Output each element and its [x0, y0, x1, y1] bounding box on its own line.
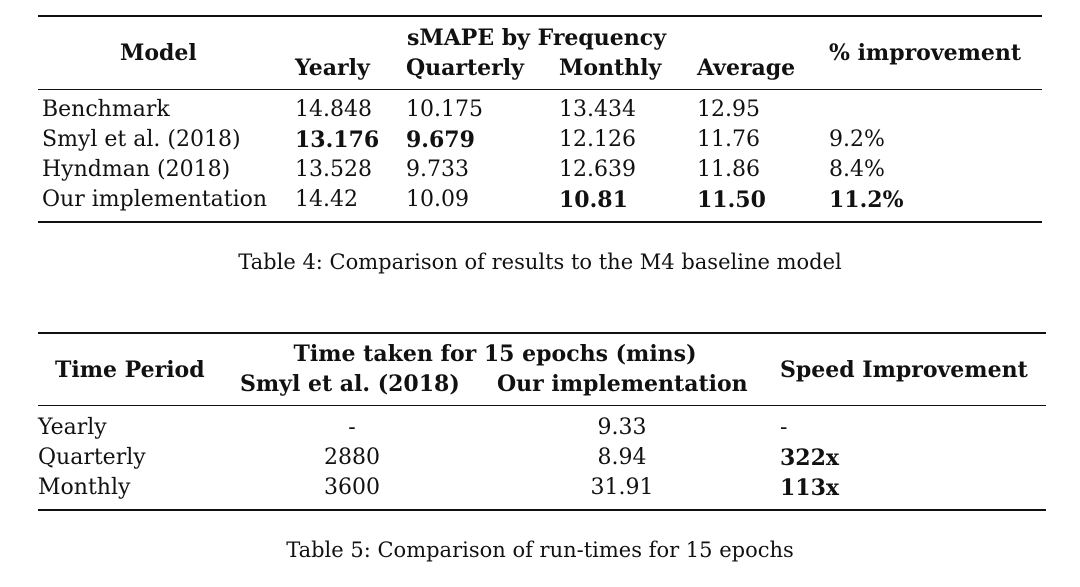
table-row-period: Yearly: [38, 415, 107, 440]
table-5-top-rule: [38, 332, 1046, 334]
table-row-monthly: 13.434: [559, 97, 636, 122]
table-row-monthly: 12.639: [559, 157, 636, 182]
table-row-quarterly: 9.679: [406, 127, 475, 153]
table-4-header-yearly: Yearly: [295, 55, 370, 81]
table-5-bottom-rule: [38, 509, 1046, 511]
table-4-header-model: Model: [120, 40, 197, 66]
table-4-header-average: Average: [697, 55, 796, 81]
table-4-header-quarterly: Quarterly: [406, 55, 524, 81]
table-row-ours: 8.94: [597, 445, 647, 470]
table-row-model: Hyndman (2018): [42, 157, 231, 182]
table-4-caption: Table 4: Comparison of results to the M4…: [238, 250, 842, 274]
table-4-bottom-rule: [38, 221, 1042, 223]
table-row-quarterly: 9.733: [406, 157, 469, 182]
table-5-header-group: Time taken for 15 epochs (mins): [293, 341, 697, 367]
table-row-ours: 9.33: [597, 415, 647, 440]
table-row-improvement: 11.2%: [829, 187, 904, 213]
table-5-header-period: Time Period: [55, 357, 205, 383]
table-row-speed: 113x: [780, 475, 840, 501]
table-row-average: 11.50: [697, 187, 766, 213]
table-row-quarterly: 10.09: [406, 187, 469, 212]
table-row-smyl: 2880: [324, 445, 380, 470]
table-row-model: Our implementation: [42, 187, 268, 212]
table-4-top-rule: [38, 15, 1042, 17]
table-row-yearly: 14.848: [295, 97, 372, 122]
table-row-monthly: 12.126: [559, 127, 636, 152]
table-row-period: Monthly: [38, 475, 131, 500]
table-row-improvement: 9.2%: [829, 127, 885, 152]
table-4-header-monthly: Monthly: [559, 55, 662, 81]
table-row-improvement: 8.4%: [829, 157, 885, 182]
table-row-smyl: 3600: [324, 475, 380, 500]
table-row-model: Smyl et al. (2018): [42, 127, 241, 152]
table-4-header-group: sMAPE by Frequency: [407, 25, 666, 51]
table-row-speed: 322x: [780, 445, 840, 471]
table-row-yearly: 13.176: [295, 127, 380, 153]
table-row-quarterly: 10.175: [406, 97, 483, 122]
table-4-mid-rule: [38, 89, 1042, 90]
table-5-header-ours: Our implementation: [497, 371, 748, 397]
table-row-average: 12.95: [697, 97, 760, 122]
table-row-period: Quarterly: [38, 445, 146, 470]
table-row-average: 11.86: [697, 157, 760, 182]
table-5-caption: Table 5: Comparison of run-times for 15 …: [286, 538, 794, 562]
table-row-monthly: 10.81: [559, 187, 628, 213]
table-5-header-speed: Speed Improvement: [780, 357, 1028, 383]
table-5-mid-rule: [38, 405, 1046, 406]
table-row-ours: 31.91: [590, 475, 654, 500]
table-row-yearly: 13.528: [295, 157, 372, 182]
table-row-speed: -: [780, 415, 788, 440]
table-row-average: 11.76: [697, 127, 760, 152]
table-row-model: Benchmark: [42, 97, 170, 122]
table-row-yearly: 14.42: [295, 187, 358, 212]
table-5-header-smyl: Smyl et al. (2018): [240, 371, 460, 397]
table-4-header-improvement: % improvement: [829, 40, 1022, 66]
table-row-smyl: -: [348, 415, 356, 440]
